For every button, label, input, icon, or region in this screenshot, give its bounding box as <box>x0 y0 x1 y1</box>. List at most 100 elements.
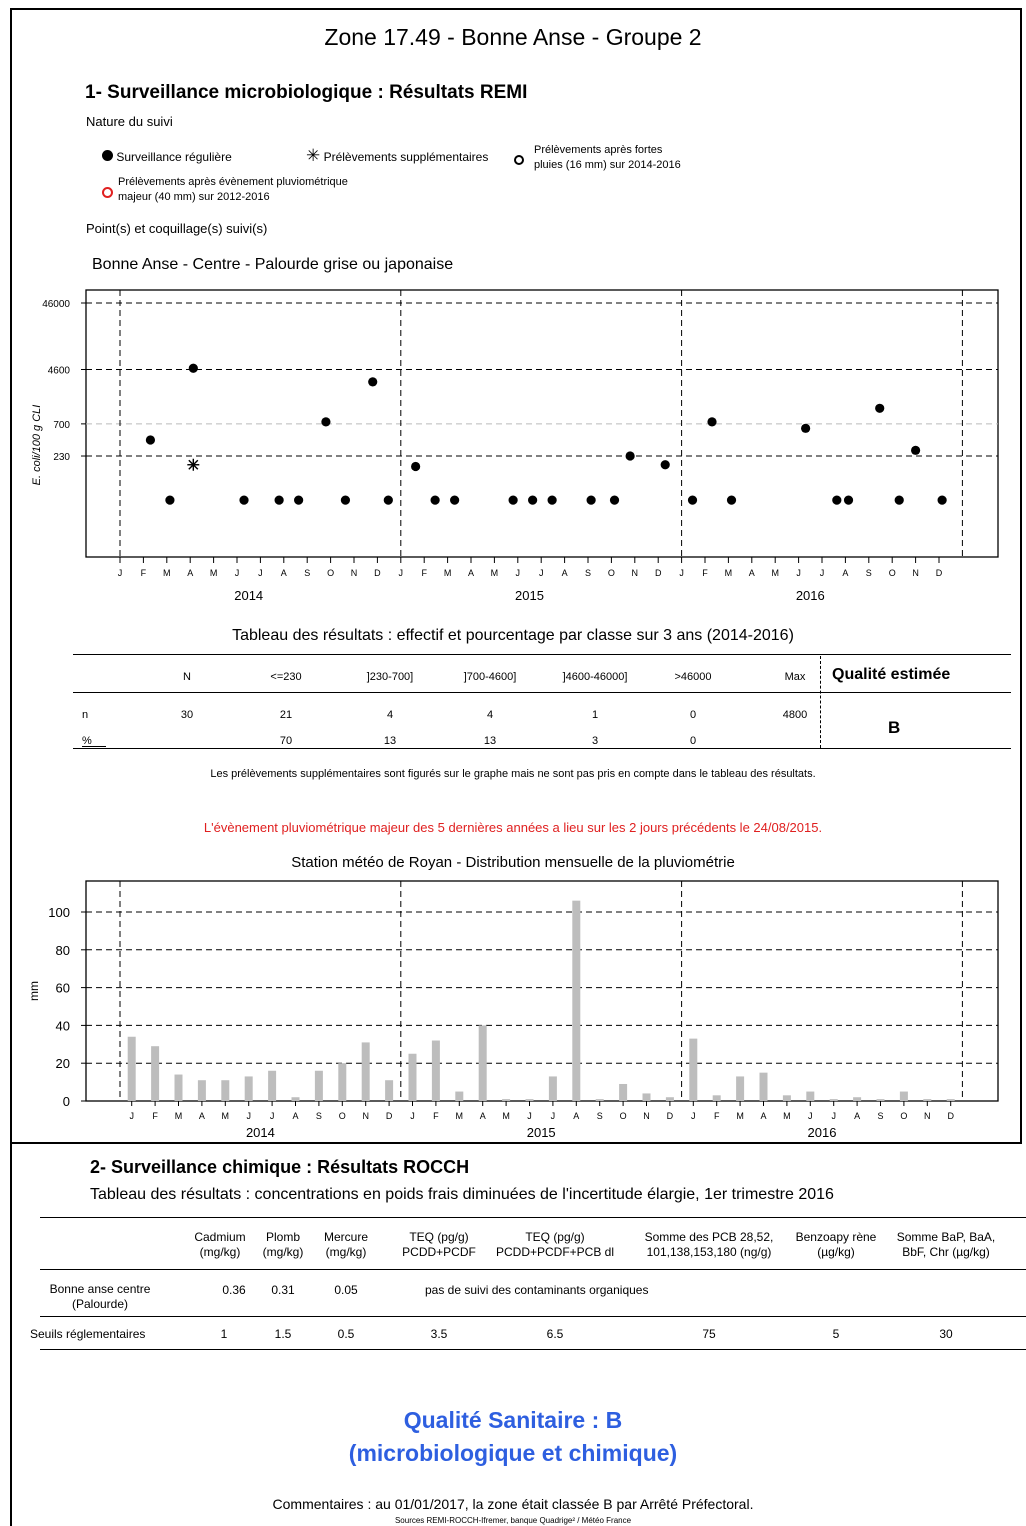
ecoli-month-label: J <box>118 568 123 578</box>
t2-cell: 1.5 <box>274 1327 292 1341</box>
rain-month-label: J <box>410 1111 415 1121</box>
t1-cell: 1 <box>591 709 599 721</box>
ecoli-point-regular <box>832 495 842 505</box>
ecoli-month-label: J <box>235 568 240 578</box>
rain-bar <box>548 1076 557 1101</box>
t2-header-pcb: Somme des PCB 28,52, 101,138,153,180 (ng/… <box>644 1230 774 1259</box>
ecoli-point-regular <box>726 495 737 505</box>
rain-bar <box>899 1091 908 1101</box>
t2-header-cadmium: Cadmium (mg/kg) <box>194 1230 246 1259</box>
rain-month-label: J <box>831 1111 836 1121</box>
ecoli-month-label: J <box>679 568 684 578</box>
ecoli-month-label: F <box>702 568 708 578</box>
open-circle-icon <box>514 155 524 165</box>
ecoli-point-regular <box>660 460 670 470</box>
t1-row-pct-label: % <box>82 735 92 747</box>
t1-header: ]700-4600] <box>463 671 517 683</box>
t2-cell: 6.5 <box>546 1327 564 1341</box>
rain-bar <box>151 1046 160 1101</box>
rain-month-label: A <box>854 1111 860 1121</box>
rain-ytick-label: 60 <box>56 981 70 996</box>
ecoli-point-regular <box>294 495 304 505</box>
rain-month-label: A <box>760 1111 766 1121</box>
ecoli-point-regular <box>801 423 811 433</box>
t1-header: ]230-700] <box>366 671 414 683</box>
legend-heavy-rain <box>514 152 524 170</box>
ecoli-month-label: J <box>516 568 521 578</box>
legend-major-event-line2: majeur (40 mm) sur 2012-2016 <box>118 191 270 203</box>
ecoli-month-label: N <box>632 568 639 578</box>
ecoli-month-label: S <box>585 568 591 578</box>
ecoli-month-label: M <box>491 568 499 578</box>
rain-month-label: O <box>339 1111 346 1121</box>
t1-cell: 13 <box>383 735 397 747</box>
rain-month-label: J <box>129 1111 134 1121</box>
legend-major-event-label: Prélèvements après évènement pluviométri… <box>118 175 348 205</box>
zone-title: Zone 17.49 - Bonne Anse - Groupe 2 <box>324 24 702 50</box>
rain-month-label: O <box>620 1111 627 1121</box>
ecoli-month-label: S <box>866 568 872 578</box>
quality-line1: Qualité Sanitaire : B <box>403 1407 623 1433</box>
t1-header: N <box>183 671 191 683</box>
legend-regular-label: Surveillance régulière <box>116 150 232 164</box>
rain-chart-title: Station météo de Royan - Distribution me… <box>291 854 735 871</box>
t2-cell: 0.31 <box>271 1283 295 1297</box>
ecoli-month-label: D <box>374 568 381 578</box>
ecoli-month-label: A <box>842 568 848 578</box>
rain-month-label: M <box>783 1111 791 1121</box>
rain-bar <box>338 1063 347 1101</box>
ecoli-point-regular <box>321 417 331 427</box>
ecoli-year-label: 2015 <box>515 588 544 603</box>
ecoli-point-supplementary <box>187 458 200 471</box>
ecoli-month-label: F <box>421 568 427 578</box>
legend-major-event <box>102 185 113 203</box>
rain-month-label: J <box>246 1111 251 1121</box>
rain-month-label: S <box>316 1111 322 1121</box>
ecoli-point-regular <box>609 495 620 505</box>
rain-month-label: A <box>573 1111 579 1121</box>
ecoli-month-label: A <box>187 568 193 578</box>
legend-heavy-rain-label: Prélèvements après fortes pluies (16 mm)… <box>534 143 681 173</box>
t1-cell: 4 <box>386 709 394 721</box>
rain-month-label: M <box>736 1111 744 1121</box>
note-supplementary: Les prélèvements supplémentaires sont fi… <box>210 768 816 780</box>
ecoli-month-label: N <box>351 568 358 578</box>
nature-label: Nature du suivi <box>86 114 173 129</box>
rain-bar <box>946 1099 955 1101</box>
legend-regular: Surveillance régulière <box>102 150 232 164</box>
t1-row-n-label: n <box>82 709 89 721</box>
rain-bar <box>221 1080 230 1101</box>
sources: Sources REMI-ROCCH-Ifremer, banque Quadr… <box>394 1516 632 1525</box>
rain-ytick-label: 0 <box>63 1094 70 1109</box>
t1-header: Max <box>784 671 806 683</box>
ecoli-month-label: J <box>820 568 825 578</box>
ecoli-month-label: D <box>655 568 662 578</box>
t2-cell: 1 <box>220 1327 228 1341</box>
ecoli-ylabel: E. coli/100 g CLI <box>31 405 43 486</box>
rain-bar <box>361 1042 370 1101</box>
rain-bar <box>853 1097 862 1101</box>
ecoli-month-label: F <box>141 568 147 578</box>
t2-cell: 75 <box>702 1327 716 1341</box>
ecoli-ytick-label: 4600 <box>48 366 71 377</box>
quality-header: Qualité estimée <box>832 666 951 683</box>
ecoli-point-regular <box>707 417 717 427</box>
ecoli-point-regular <box>937 495 947 505</box>
rain-month-label: O <box>900 1111 907 1121</box>
legend-major-event-line1: Prélèvements après évènement pluviométri… <box>118 176 348 188</box>
t1-cell: 0 <box>689 709 697 721</box>
filled-dot-icon <box>102 150 113 161</box>
rain-bar <box>759 1072 768 1101</box>
legend-supplementary: ✳ Prélèvements supplémentaires <box>306 147 488 164</box>
rain-month-label: N <box>362 1111 369 1121</box>
rain-year-label: 2015 <box>527 1125 556 1140</box>
ecoli-point-regular <box>368 377 378 387</box>
t1-header: <=230 <box>270 671 302 683</box>
asterisk-stroke <box>188 459 199 470</box>
rain-month-label: D <box>947 1111 954 1121</box>
t1-cell: 3 <box>591 735 599 747</box>
ecoli-point-regular <box>843 495 854 505</box>
table2-title: Tableau des résultats : concentrations e… <box>90 1186 834 1203</box>
ecoli-point-regular <box>411 461 421 472</box>
ecoli-point-regular <box>625 451 635 461</box>
